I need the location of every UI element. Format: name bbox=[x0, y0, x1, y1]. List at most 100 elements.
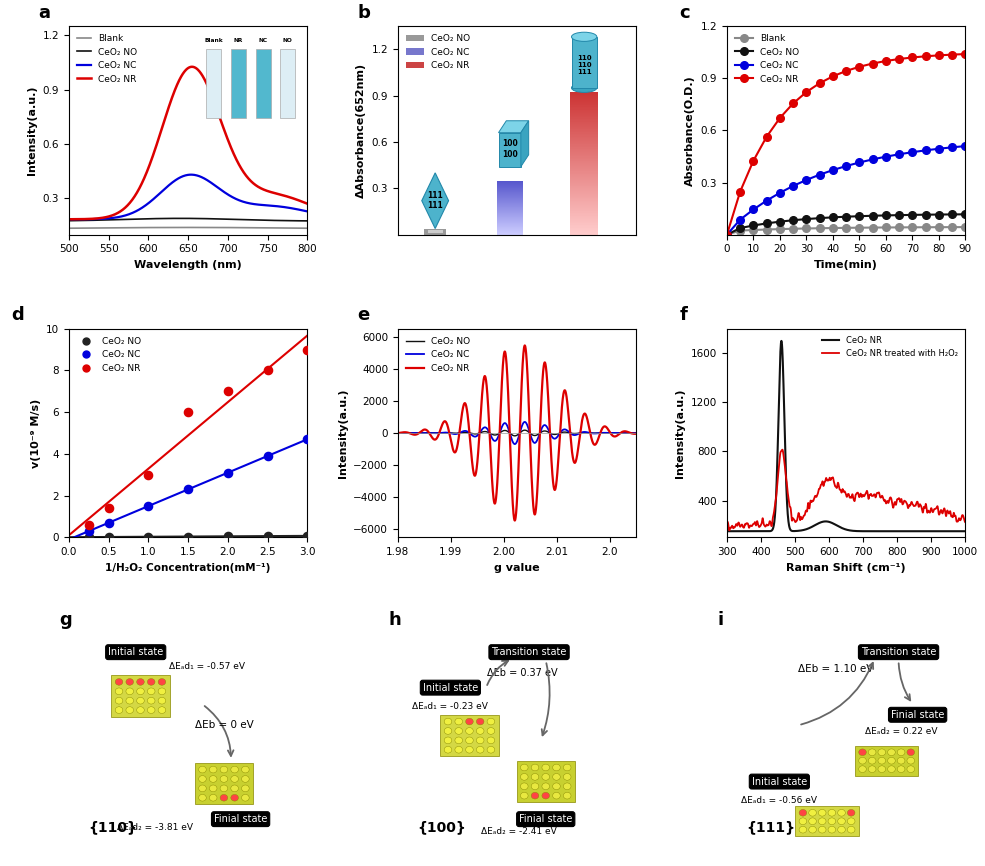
Text: {111}: {111} bbox=[746, 821, 795, 835]
Line: CeO₂ NC: CeO₂ NC bbox=[69, 175, 307, 219]
CeO₂ NC bbox=[734, 215, 746, 225]
CeO₂ NR treated with H₂O₂ bbox=[959, 517, 971, 527]
Circle shape bbox=[809, 826, 817, 833]
Blank bbox=[182, 223, 194, 233]
Point bbox=[220, 529, 235, 543]
Y-axis label: Intensity(a.u.): Intensity(a.u.) bbox=[676, 388, 686, 478]
CeO₂ NO bbox=[947, 210, 958, 220]
CeO₂ NC bbox=[760, 196, 772, 206]
Text: ΔEₐd₁ = -0.23 eV: ΔEₐd₁ = -0.23 eV bbox=[413, 702, 489, 711]
Legend: Blank, CeO₂ NO, CeO₂ NC, CeO₂ NR: Blank, CeO₂ NO, CeO₂ NC, CeO₂ NR bbox=[74, 30, 141, 87]
Circle shape bbox=[809, 810, 817, 816]
Blank bbox=[814, 223, 825, 234]
CeO₂ NR treated with H₂O₂ bbox=[723, 525, 735, 535]
CeO₂ NC bbox=[185, 170, 197, 180]
Text: e: e bbox=[358, 307, 369, 324]
CeO₂ NC bbox=[920, 145, 932, 156]
Text: {100}: {100} bbox=[417, 821, 466, 835]
Point bbox=[81, 524, 97, 538]
CeO₂ NR bbox=[105, 210, 117, 221]
Circle shape bbox=[210, 785, 217, 792]
Point bbox=[220, 385, 235, 398]
Line: CeO₂ NO: CeO₂ NO bbox=[398, 430, 636, 436]
CeO₂ NC bbox=[624, 428, 635, 438]
Circle shape bbox=[241, 785, 249, 792]
CeO₂ NR bbox=[827, 71, 839, 81]
CeO₂ NR treated with H₂O₂ bbox=[776, 444, 788, 455]
Blank bbox=[63, 223, 75, 234]
Bar bbox=[440, 715, 498, 756]
CeO₂ NC bbox=[840, 161, 852, 171]
Circle shape bbox=[531, 764, 539, 771]
CeO₂ NC bbox=[630, 428, 642, 438]
CeO₂ NO bbox=[63, 216, 75, 226]
Circle shape bbox=[455, 737, 463, 744]
CeO₂ NO bbox=[509, 430, 521, 441]
Blank bbox=[223, 223, 234, 233]
Text: Initial state: Initial state bbox=[423, 682, 478, 693]
Circle shape bbox=[563, 764, 571, 771]
CeO₂ NC bbox=[404, 428, 416, 438]
Text: Initial state: Initial state bbox=[752, 777, 807, 786]
Bar bbox=[795, 806, 859, 837]
Text: ΔEₐd₁ = -0.57 eV: ΔEₐd₁ = -0.57 eV bbox=[169, 662, 245, 671]
CeO₂ NO bbox=[880, 210, 891, 221]
CeO₂ NO bbox=[801, 214, 813, 224]
Circle shape bbox=[887, 749, 895, 756]
CeO₂ NR bbox=[846, 526, 858, 536]
Point bbox=[100, 530, 116, 544]
CeO₂ NC bbox=[947, 142, 958, 152]
Point bbox=[260, 449, 276, 463]
CeO₂ NO bbox=[501, 426, 513, 436]
CeO₂ NR bbox=[774, 113, 786, 123]
Blank bbox=[734, 225, 746, 236]
Point bbox=[180, 405, 196, 419]
CeO₂ NO bbox=[508, 430, 520, 441]
CeO₂ NC bbox=[893, 149, 905, 159]
Point bbox=[260, 529, 276, 543]
CeO₂ NR bbox=[186, 61, 198, 72]
Circle shape bbox=[159, 697, 165, 704]
Circle shape bbox=[907, 766, 915, 772]
Blank bbox=[867, 223, 879, 233]
Text: 111
111: 111 111 bbox=[427, 191, 443, 210]
CeO₂ NO bbox=[760, 218, 772, 229]
Circle shape bbox=[819, 818, 826, 824]
Circle shape bbox=[126, 679, 134, 685]
Circle shape bbox=[520, 783, 528, 790]
Bar bbox=[424, 229, 446, 235]
Circle shape bbox=[241, 776, 249, 782]
CeO₂ NO bbox=[105, 215, 117, 225]
Circle shape bbox=[799, 818, 807, 824]
Circle shape bbox=[859, 749, 867, 756]
Circle shape bbox=[520, 773, 528, 780]
CeO₂ NO bbox=[624, 428, 635, 438]
Text: d: d bbox=[12, 307, 25, 324]
Text: Transition state: Transition state bbox=[861, 647, 936, 657]
Circle shape bbox=[887, 758, 895, 764]
Circle shape bbox=[542, 783, 550, 790]
Line: CeO₂ NR treated with H₂O₂: CeO₂ NR treated with H₂O₂ bbox=[727, 449, 965, 530]
Line: CeO₂ NR: CeO₂ NR bbox=[69, 67, 307, 219]
Blank bbox=[243, 223, 255, 233]
CeO₂ NR bbox=[519, 340, 531, 351]
CeO₂ NR bbox=[959, 526, 971, 536]
Blank bbox=[787, 223, 799, 234]
CeO₂ NO bbox=[404, 428, 416, 438]
CeO₂ NC bbox=[170, 174, 182, 184]
CeO₂ NO bbox=[853, 211, 865, 222]
Polygon shape bbox=[498, 120, 529, 132]
CeO₂ NR bbox=[580, 410, 592, 420]
Circle shape bbox=[488, 737, 494, 744]
CeO₂ NO bbox=[124, 214, 136, 224]
Point bbox=[299, 432, 315, 446]
Circle shape bbox=[455, 718, 463, 725]
Circle shape bbox=[199, 785, 206, 792]
Y-axis label: Absorbance(O.D.): Absorbance(O.D.) bbox=[685, 75, 695, 185]
Circle shape bbox=[907, 758, 915, 764]
CeO₂ NR bbox=[947, 49, 958, 60]
X-axis label: Wavelength (nm): Wavelength (nm) bbox=[134, 260, 242, 270]
Circle shape bbox=[137, 707, 144, 714]
CeO₂ NR bbox=[775, 336, 787, 346]
Circle shape bbox=[444, 727, 452, 734]
